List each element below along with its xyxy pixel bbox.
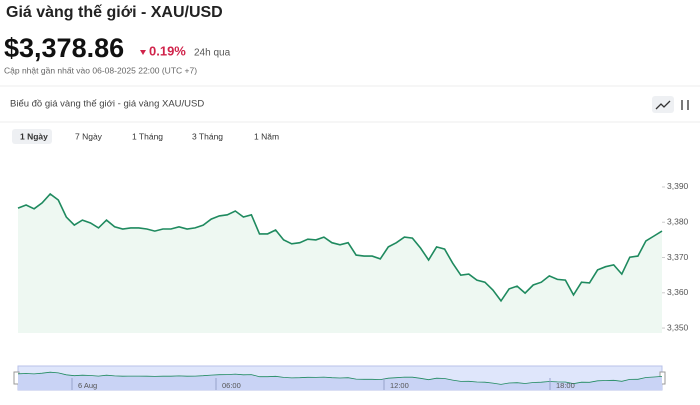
- tab[interactable]: 1 Tháng: [132, 131, 163, 141]
- line: [17, 371, 663, 385]
- down-arrow: [140, 50, 146, 55]
- change: 0.19%: [149, 43, 186, 58]
- price: $3,378.86: [4, 33, 124, 63]
- navigator-label: 06:00: [222, 381, 241, 390]
- tab[interactable]: 3 Tháng: [192, 131, 223, 141]
- line-icon[interactable]: [652, 96, 674, 113]
- period: 24h qua: [194, 48, 231, 59]
- y-tick-label: 3,370: [667, 252, 689, 262]
- tab[interactable]: 1 Năm: [254, 131, 279, 141]
- y-tick-label: 3,360: [667, 287, 689, 297]
- line: [17, 192, 663, 303]
- area: [18, 372, 662, 390]
- area: [18, 194, 662, 333]
- y-tick-label: 3,380: [667, 217, 689, 227]
- page-title: Giá vàng thế giới - XAU/USD: [6, 4, 223, 21]
- tab-active[interactable]: [12, 129, 52, 144]
- tab[interactable]: 1 Ngày: [20, 131, 48, 141]
- settings-icon[interactable]: [681, 100, 689, 110]
- navigator-label: 6 Aug: [78, 381, 97, 390]
- updated: Cập nhật gần nhất vào 06-08-2025 22:00 (…: [4, 65, 197, 75]
- line-icon-glyph: [655, 100, 671, 110]
- tab[interactable]: 7 Ngày: [75, 131, 103, 141]
- y-tick-label: 3,350: [667, 322, 689, 332]
- y-tick-label: 3,390: [667, 181, 689, 191]
- navigator-label: 12:00: [390, 381, 409, 390]
- navigator-label: 18:00: [556, 381, 575, 390]
- chart-title: Biểu đồ giá vàng thế giới - giá vàng XAU…: [10, 99, 204, 110]
